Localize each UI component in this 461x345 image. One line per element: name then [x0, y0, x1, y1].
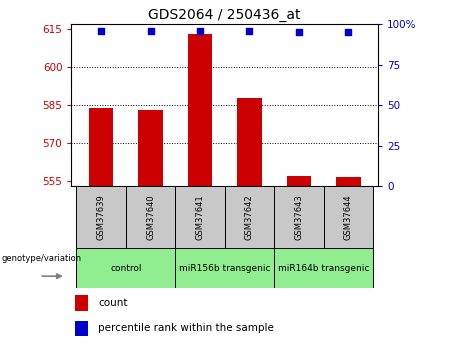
Text: control: control — [110, 264, 142, 273]
Text: miR156b transgenic: miR156b transgenic — [179, 264, 271, 273]
Bar — [175, 248, 274, 288]
Bar — [336, 177, 361, 186]
Bar — [287, 176, 311, 186]
Text: GSM37639: GSM37639 — [97, 195, 106, 240]
Text: GSM37642: GSM37642 — [245, 195, 254, 240]
Bar — [274, 248, 373, 288]
Point — [246, 28, 253, 33]
Point — [147, 28, 154, 33]
Text: percentile rank within the sample: percentile rank within the sample — [98, 324, 274, 334]
Bar — [126, 186, 175, 248]
Text: GSM37641: GSM37641 — [195, 195, 205, 240]
Text: genotype/variation: genotype/variation — [1, 254, 82, 263]
Bar — [188, 34, 213, 186]
Bar — [274, 186, 324, 248]
Bar — [89, 108, 113, 186]
Text: GSM37640: GSM37640 — [146, 195, 155, 240]
Bar — [75, 295, 88, 311]
Bar — [75, 321, 88, 336]
Point — [295, 29, 302, 35]
Bar — [138, 110, 163, 186]
Text: GSM37643: GSM37643 — [295, 195, 303, 240]
Point — [345, 29, 352, 35]
Point — [97, 28, 105, 33]
Bar — [77, 186, 126, 248]
Bar — [225, 186, 274, 248]
Bar — [175, 186, 225, 248]
Title: GDS2064 / 250436_at: GDS2064 / 250436_at — [148, 8, 301, 22]
Point — [196, 28, 204, 33]
Bar — [237, 98, 262, 186]
Text: count: count — [98, 298, 128, 308]
Bar — [77, 248, 175, 288]
Bar — [324, 186, 373, 248]
Text: miR164b transgenic: miR164b transgenic — [278, 264, 369, 273]
Text: GSM37644: GSM37644 — [344, 195, 353, 240]
